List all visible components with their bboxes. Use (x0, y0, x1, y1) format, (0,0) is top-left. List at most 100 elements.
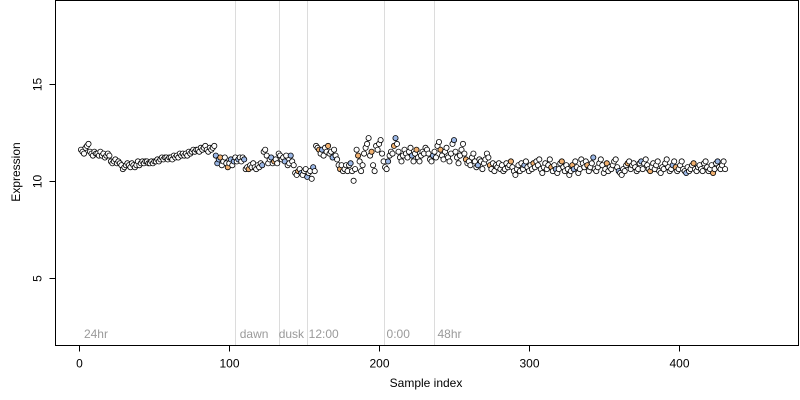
data-point (308, 175, 315, 182)
data-point (714, 158, 721, 165)
annotation-label: 12:00 (309, 327, 339, 341)
data-point (612, 156, 619, 163)
data-point (455, 160, 462, 167)
data-point (479, 166, 486, 173)
annotation-label: dusk (279, 327, 305, 341)
data-point (431, 148, 438, 155)
annotation-label: 48hr (437, 327, 461, 341)
data-point (347, 160, 354, 167)
y-axis-title: Expression (9, 142, 23, 201)
data-point (572, 158, 579, 165)
x-tick-label: 100 (219, 357, 239, 371)
annotation-label: 0:00 (387, 327, 411, 341)
data-point (290, 162, 297, 169)
data-point (331, 146, 338, 153)
data-point (365, 135, 372, 142)
data-point (558, 158, 565, 165)
data-point (446, 158, 453, 165)
x-axis-title: Sample index (390, 376, 463, 390)
data-point (274, 160, 281, 167)
data-point (512, 171, 519, 178)
y-tick-label: 5 (31, 275, 45, 282)
data-point (211, 142, 218, 149)
data-point (311, 168, 318, 175)
data-point (413, 146, 420, 153)
data-point (536, 156, 543, 163)
points-layer (78, 135, 729, 184)
x-tick-label: 200 (369, 357, 389, 371)
data-point (410, 158, 417, 165)
data-point (522, 158, 529, 165)
x-tick-label: 400 (669, 357, 689, 371)
data-point (371, 168, 378, 175)
data-point (642, 156, 649, 163)
data-point (597, 156, 604, 163)
x-axis: 0 100 200 300 400 (76, 345, 690, 371)
data-point (106, 152, 113, 159)
data-point (491, 168, 498, 175)
data-point (259, 162, 266, 169)
data-point (359, 162, 366, 169)
data-point (370, 162, 377, 169)
data-point (353, 146, 360, 153)
data-point (435, 138, 442, 145)
data-point (350, 177, 357, 184)
data-point (546, 156, 553, 163)
data-point (385, 158, 392, 165)
data-point (221, 154, 228, 161)
data-point (590, 154, 597, 161)
data-point (393, 140, 400, 147)
x-tick-label: 0 (76, 357, 83, 371)
data-point (287, 152, 294, 159)
data-point (325, 142, 332, 149)
data-point (368, 148, 375, 155)
data-point (588, 160, 595, 167)
data-point (461, 150, 468, 157)
data-point (377, 137, 384, 144)
plot-frame (55, 0, 799, 346)
data-point (241, 156, 248, 163)
data-point (657, 169, 664, 176)
data-point (621, 168, 628, 175)
data-point (722, 166, 729, 173)
data-point (654, 158, 661, 165)
data-point (432, 154, 439, 161)
data-point (458, 146, 465, 153)
data-point (467, 162, 474, 169)
data-point (320, 152, 327, 159)
data-point (470, 150, 477, 157)
data-point (361, 150, 368, 157)
data-point (671, 158, 678, 165)
data-point (81, 150, 88, 157)
data-point (352, 166, 359, 173)
x-tick-label: 300 (519, 357, 539, 371)
data-point (452, 148, 459, 155)
data-point (663, 156, 670, 163)
data-point (358, 168, 365, 175)
data-point (334, 156, 341, 163)
data-point (450, 137, 457, 144)
annotation-label: dawn (240, 327, 269, 341)
data-point (443, 144, 450, 151)
data-point (702, 158, 709, 165)
data-point (407, 144, 414, 151)
data-point (639, 166, 646, 173)
data-point (485, 154, 492, 161)
data-point (392, 135, 399, 142)
data-point (699, 168, 706, 175)
y-tick-label: 10 (31, 175, 45, 189)
data-point (262, 146, 269, 153)
data-point (416, 158, 423, 165)
data-point (720, 158, 727, 165)
data-point (85, 140, 92, 147)
y-axis: 5 10 15 (31, 78, 56, 282)
data-point (539, 169, 546, 176)
data-point (364, 140, 371, 147)
data-point (383, 166, 390, 173)
y-tick-label: 15 (31, 78, 45, 92)
data-point (428, 158, 435, 165)
annotation-label: 24hr (84, 327, 108, 341)
data-point (534, 162, 541, 169)
